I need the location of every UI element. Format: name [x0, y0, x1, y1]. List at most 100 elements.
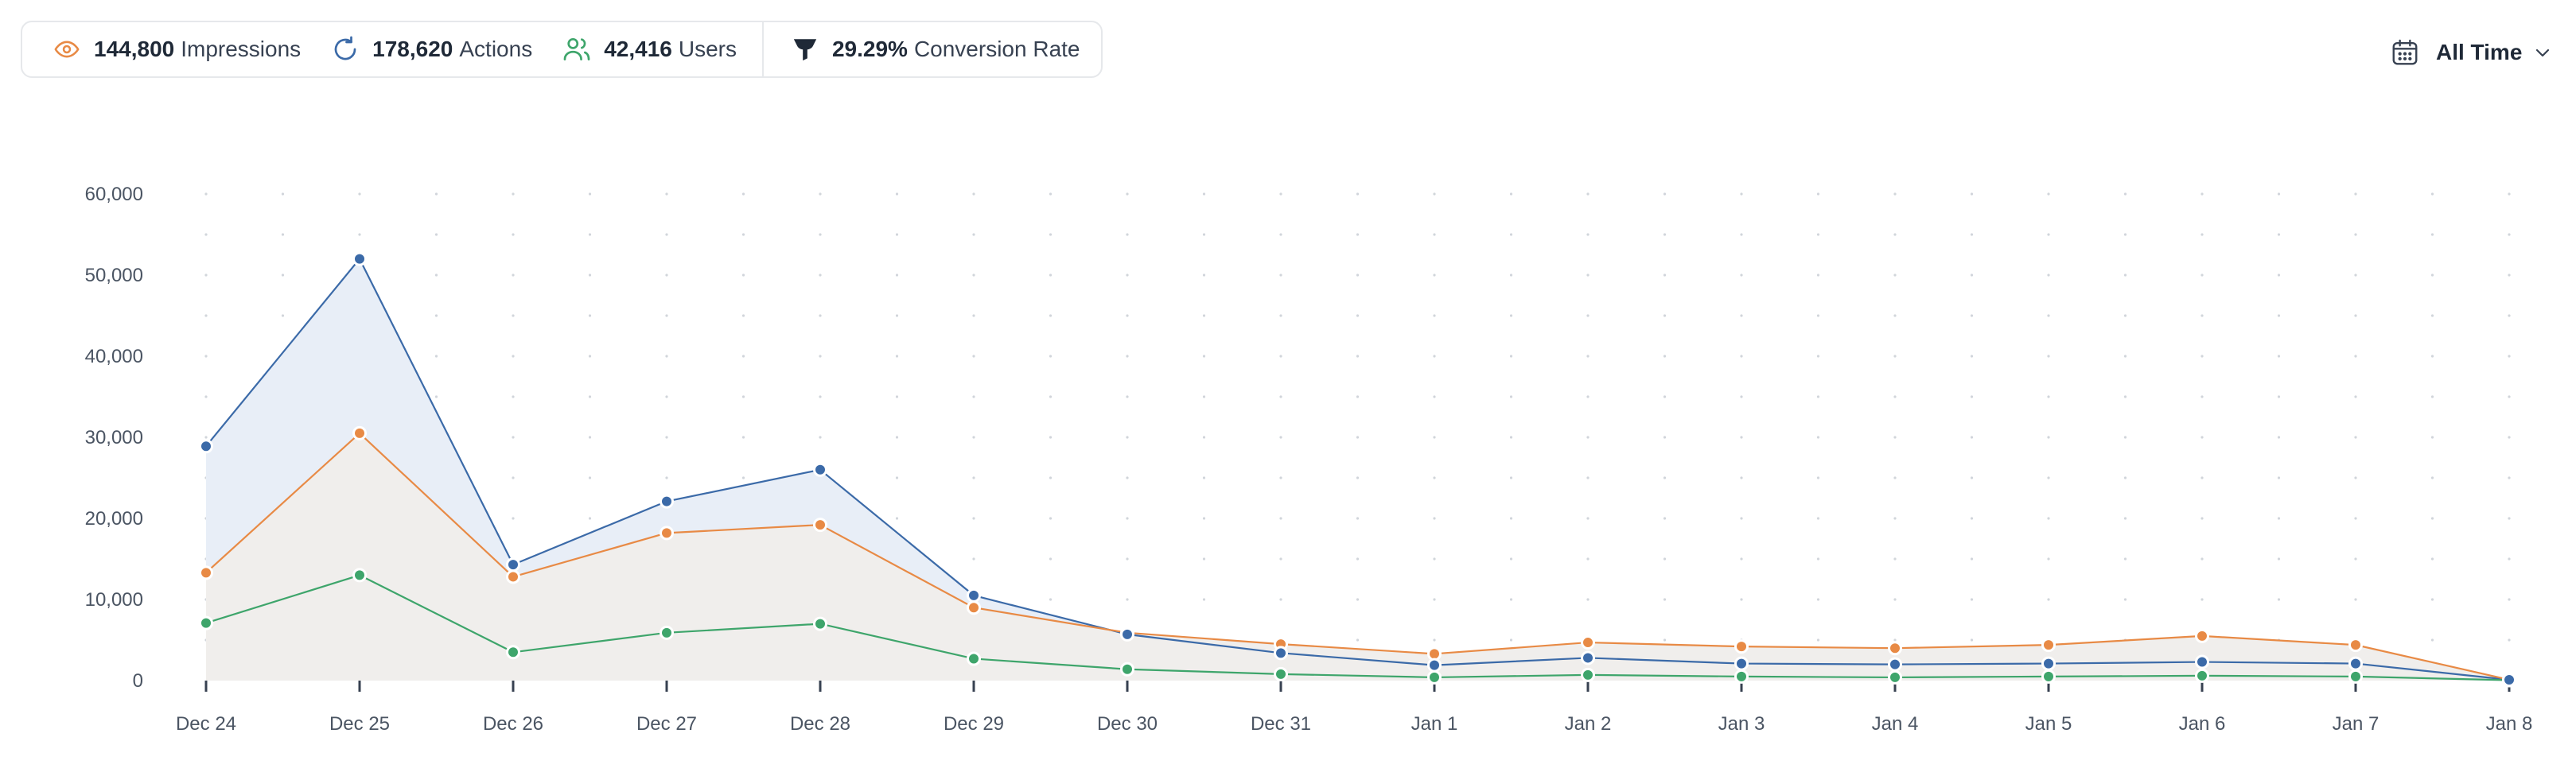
grid-dot [2277, 436, 2281, 439]
point-users [813, 616, 827, 631]
grid-dot [2277, 233, 2281, 236]
grid-dot [1433, 192, 1436, 196]
grid-dot [1663, 233, 1667, 236]
grid-dot [1279, 314, 1282, 317]
y-tick-label: 10,000 [85, 589, 143, 611]
grid-dot [1509, 274, 1513, 277]
grid-dot [1202, 517, 1206, 520]
grid-dot [2277, 355, 2281, 358]
grid-dot [2430, 192, 2434, 196]
grid-dot [895, 476, 899, 479]
grid-dot [1509, 192, 1513, 196]
time-filter-dropdown[interactable]: All Time [2390, 35, 2552, 70]
grid-dot [1049, 233, 1053, 236]
grid-dot [1970, 557, 1974, 561]
y-tick-label: 50,000 [85, 265, 143, 286]
grid-dot [281, 192, 285, 196]
grid-dot [281, 233, 285, 236]
grid-dot [1586, 517, 1590, 520]
grid-dot [1509, 638, 1513, 642]
point-users [1274, 666, 1288, 681]
grid-dot [2200, 476, 2204, 479]
x-tick-label: Jan 5 [2025, 713, 2072, 735]
x-tick-label: Jan 8 [2486, 713, 2533, 735]
grid-dot [2430, 233, 2434, 236]
stat-impressions: 144,800 Impressions [51, 22, 301, 76]
y-tick-label: 30,000 [85, 427, 143, 448]
grid-dot [665, 395, 668, 398]
grid-dot [1509, 476, 1513, 479]
grid-dot [819, 314, 822, 317]
point-users [1734, 669, 1749, 684]
grid-dot [1049, 436, 1053, 439]
grid-dot [512, 314, 515, 317]
grid-dot [2508, 598, 2511, 601]
grid-dot [1356, 476, 1360, 479]
grid-dot [1893, 192, 1897, 196]
grid-dot [1049, 355, 1053, 358]
grid-dot [1356, 233, 1360, 236]
grid-dot [972, 557, 975, 561]
grid-dot [512, 517, 515, 520]
grid-dot [1816, 395, 1820, 398]
grid-dot [665, 436, 668, 439]
point-impressions [1581, 635, 1595, 650]
grid-dot [512, 233, 515, 236]
grid-dot [2047, 274, 2050, 277]
grid-dot [1126, 233, 1129, 236]
grid-dot [1663, 314, 1667, 317]
chart-points [199, 251, 2516, 688]
grid-dot [819, 355, 822, 358]
grid-dot [1586, 436, 1590, 439]
grid-dot [1279, 395, 1282, 398]
grid-dot [1586, 192, 1590, 196]
grid-dot [1586, 598, 1590, 601]
grid-dot [2200, 314, 2204, 317]
grid-dot [1970, 233, 1974, 236]
grid-dot [1586, 274, 1590, 277]
grid-dot [1433, 395, 1436, 398]
grid-dot [588, 192, 592, 196]
grid-dot [1356, 314, 1360, 317]
y-tick-label: 40,000 [85, 346, 143, 367]
grid-dot [1202, 355, 1206, 358]
grid-dot [512, 274, 515, 277]
grid-dot [2354, 476, 2357, 479]
point-actions [506, 557, 520, 572]
x-tick-label: Dec 29 [944, 713, 1004, 735]
grid-dot [588, 274, 592, 277]
grid-dot [972, 436, 975, 439]
grid-dot [204, 395, 208, 398]
stat-value: 144,800 [94, 37, 175, 61]
point-impressions [813, 518, 827, 533]
grid-dot [2277, 517, 2281, 520]
point-users [967, 651, 981, 666]
grid-dot [1202, 192, 1206, 196]
grid-dot [1126, 274, 1129, 277]
x-tick-label: Jan 3 [1718, 713, 1765, 735]
point-impressions [660, 526, 674, 541]
point-actions [967, 588, 981, 603]
grid-dot [1356, 192, 1360, 196]
grid-dot [1279, 274, 1282, 277]
grid-dot [2430, 517, 2434, 520]
grid-dot [1970, 517, 1974, 520]
grid-dot [2047, 436, 2050, 439]
grid-dot [1586, 476, 1590, 479]
grid-dot [1663, 517, 1667, 520]
grid-dot [1816, 314, 1820, 317]
grid-dot [2047, 355, 2050, 358]
grid-dot [1279, 355, 1282, 358]
point-actions [813, 462, 827, 477]
point-impressions [199, 565, 213, 580]
grid-dot [2430, 557, 2434, 561]
grid-dot [972, 233, 975, 236]
grid-dot [2277, 476, 2281, 479]
grid-dot [972, 355, 975, 358]
grid-dot [1356, 517, 1360, 520]
grid-dot [2123, 436, 2127, 439]
users-icon [561, 33, 593, 65]
x-tick-label: Jan 7 [2333, 713, 2379, 735]
grid-dot [2200, 436, 2204, 439]
grid-dot [1356, 598, 1360, 601]
